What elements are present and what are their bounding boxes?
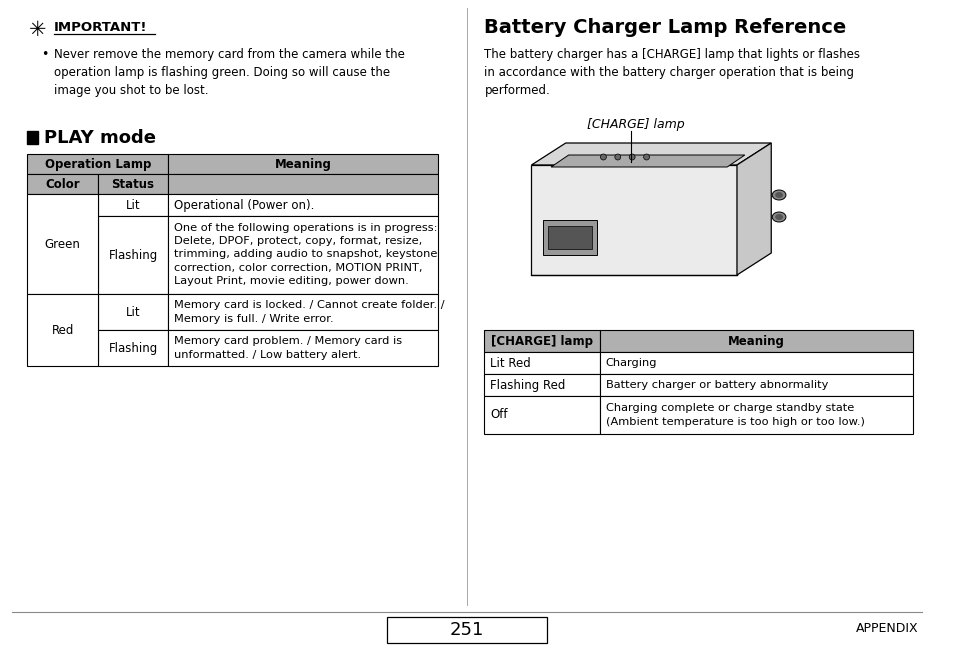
Text: [CHARGE] lamp: [CHARGE] lamp <box>587 118 684 131</box>
Text: Meaning: Meaning <box>274 158 332 171</box>
Bar <box>484 374 599 396</box>
Text: Flashing: Flashing <box>109 249 157 262</box>
Ellipse shape <box>775 192 782 198</box>
Ellipse shape <box>771 190 785 200</box>
Bar <box>168 194 438 216</box>
Polygon shape <box>531 143 770 165</box>
Bar <box>28 131 38 144</box>
Bar <box>484 330 599 352</box>
Text: Flashing Red: Flashing Red <box>490 379 565 391</box>
Text: Battery charger or battery abnormality: Battery charger or battery abnormality <box>605 380 827 390</box>
Ellipse shape <box>775 214 782 220</box>
Text: Charging: Charging <box>605 358 657 368</box>
Circle shape <box>614 154 620 160</box>
Text: IMPORTANT!: IMPORTANT! <box>53 21 147 34</box>
Bar <box>542 220 597 255</box>
Text: Lit Red: Lit Red <box>490 357 531 370</box>
Bar <box>28 194 98 294</box>
Text: ✳: ✳ <box>29 20 46 40</box>
Bar <box>168 330 438 366</box>
Circle shape <box>643 154 649 160</box>
Bar <box>548 226 592 249</box>
Bar <box>168 294 438 330</box>
Bar <box>28 154 168 174</box>
Text: Meaning: Meaning <box>727 335 784 348</box>
Text: Status: Status <box>112 178 154 191</box>
Ellipse shape <box>771 212 785 222</box>
Text: Lit: Lit <box>126 306 140 318</box>
Bar <box>599 396 912 434</box>
Text: Operation Lamp: Operation Lamp <box>45 158 151 171</box>
Text: Charging complete or charge standby state
(Ambient temperature is too high or to: Charging complete or charge standby stat… <box>605 403 863 426</box>
Circle shape <box>629 154 635 160</box>
Text: Red: Red <box>51 324 73 337</box>
Bar <box>98 174 168 194</box>
Text: Battery Charger Lamp Reference: Battery Charger Lamp Reference <box>484 18 846 37</box>
Text: Lit: Lit <box>126 198 140 211</box>
Bar <box>599 374 912 396</box>
Bar <box>98 194 168 216</box>
Text: The battery charger has a [CHARGE] lamp that lights or flashes
in accordance wit: The battery charger has a [CHARGE] lamp … <box>484 48 860 97</box>
Bar <box>386 617 547 643</box>
Text: •: • <box>41 48 49 61</box>
Text: Off: Off <box>490 408 507 421</box>
Bar <box>484 396 599 434</box>
Text: Operational (Power on).: Operational (Power on). <box>174 198 314 211</box>
Bar <box>168 216 438 294</box>
Text: [CHARGE] lamp: [CHARGE] lamp <box>491 335 593 348</box>
Polygon shape <box>551 155 744 167</box>
Polygon shape <box>531 165 737 275</box>
Text: Memory card is locked. / Cannot create folder. /
Memory is full. / Write error.: Memory card is locked. / Cannot create f… <box>174 300 444 324</box>
Bar <box>168 174 438 194</box>
Bar <box>98 216 168 294</box>
Bar <box>168 154 438 174</box>
Text: APPENDIX: APPENDIX <box>855 621 917 634</box>
Bar <box>28 174 98 194</box>
Bar <box>28 294 98 366</box>
Bar <box>98 294 168 330</box>
Polygon shape <box>737 143 770 275</box>
Bar <box>599 352 912 374</box>
Text: Green: Green <box>45 238 80 251</box>
Text: Flashing: Flashing <box>109 342 157 355</box>
Circle shape <box>599 154 606 160</box>
Text: Never remove the memory card from the camera while the
operation lamp is flashin: Never remove the memory card from the ca… <box>53 48 404 97</box>
Text: Color: Color <box>46 178 80 191</box>
Text: Memory card problem. / Memory card is
unformatted. / Low battery alert.: Memory card problem. / Memory card is un… <box>174 337 402 360</box>
Text: PLAY mode: PLAY mode <box>44 129 156 147</box>
Text: One of the following operations is in progress:
Delete, DPOF, protect, copy, for: One of the following operations is in pr… <box>174 223 437 286</box>
Bar <box>98 330 168 366</box>
Bar <box>484 352 599 374</box>
Text: 251: 251 <box>449 621 483 639</box>
Bar <box>599 330 912 352</box>
